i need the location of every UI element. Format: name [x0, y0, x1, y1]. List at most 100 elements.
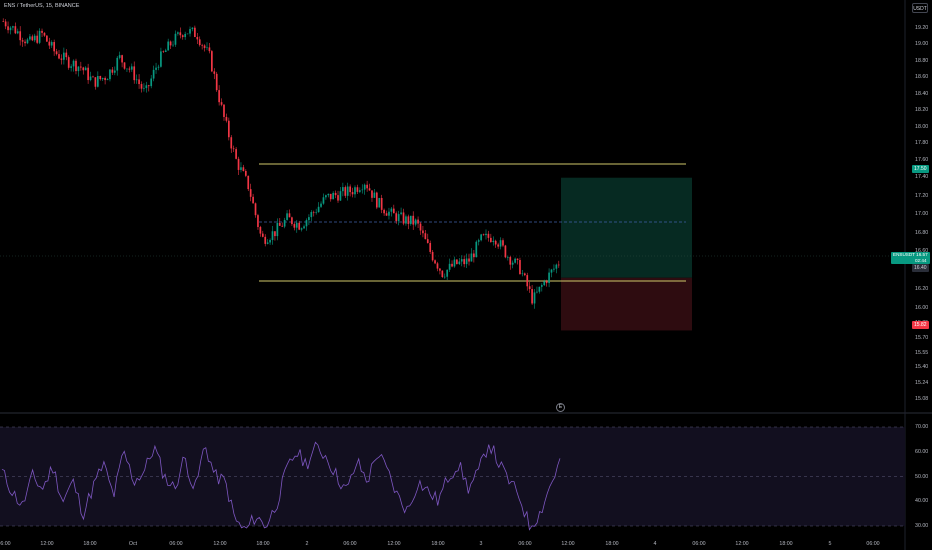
rsi-tick: 60.00 — [915, 449, 929, 455]
candle-body — [446, 269, 449, 277]
candle-body — [366, 184, 368, 189]
candle-body — [240, 167, 242, 170]
candle-body — [327, 193, 330, 196]
candle-body — [133, 66, 136, 81]
time-tick: Oct — [128, 541, 138, 547]
price-tick: 17.00 — [915, 211, 929, 217]
candle-body — [196, 37, 199, 40]
candle-body — [414, 219, 417, 225]
price-tick: 15.40 — [915, 364, 929, 370]
candle-body — [33, 35, 36, 41]
candle-body — [480, 234, 483, 241]
candle-body — [152, 69, 155, 79]
candle-body — [206, 47, 208, 49]
candle-body — [291, 217, 293, 225]
candle-body — [538, 286, 541, 292]
candle-body — [286, 213, 288, 220]
candle-body — [516, 258, 519, 261]
price-tick: 16.60 — [915, 248, 929, 254]
candle-body — [38, 30, 41, 43]
candle-body — [325, 195, 327, 198]
candle-body — [531, 289, 533, 304]
candle-body — [230, 137, 233, 149]
candle-body — [424, 233, 427, 240]
candle-body — [543, 281, 546, 286]
time-tick: 18:00 — [256, 541, 270, 547]
candle-body — [397, 214, 400, 222]
candle-body — [555, 264, 558, 269]
candle-body — [523, 273, 526, 276]
candle-body — [388, 211, 390, 216]
candle-body — [458, 261, 461, 264]
price-tick: 15.08 — [915, 396, 929, 402]
candle-body — [274, 231, 276, 237]
candle-body — [111, 69, 114, 73]
candle-body — [475, 241, 478, 258]
candle-body — [385, 213, 388, 216]
profit-zone[interactable] — [561, 177, 692, 278]
candle-body — [113, 70, 116, 73]
candle-body — [288, 213, 291, 218]
candle-body — [186, 33, 189, 35]
candle-body — [356, 187, 359, 192]
candle-body — [101, 77, 104, 80]
candle-body — [82, 67, 85, 71]
price-tick: 19.00 — [915, 41, 929, 47]
rsi-pane — [0, 426, 905, 531]
events-icon[interactable]: E — [556, 403, 565, 412]
candle-body — [295, 222, 298, 228]
candle-body — [220, 102, 223, 105]
candle-body — [349, 186, 351, 193]
candle-body — [492, 240, 495, 242]
candle-body — [451, 263, 453, 267]
candle-body — [16, 31, 19, 34]
candle-body — [436, 263, 439, 269]
entry-price-label: 16.40 — [912, 264, 929, 272]
candle-body — [58, 54, 60, 59]
price-tick: 17.60 — [915, 157, 929, 163]
time-tick: 06:00 — [866, 541, 880, 547]
candles-group — [2, 18, 560, 309]
candle-body — [160, 51, 162, 67]
candle-body — [203, 45, 206, 49]
drawing-lines[interactable] — [0, 163, 905, 282]
candle-body — [257, 215, 259, 228]
currency-badge[interactable]: USDT — [912, 3, 928, 13]
candle-body — [242, 167, 245, 171]
time-tick: 2 — [305, 541, 309, 547]
candle-body — [310, 212, 313, 218]
price-tick: 17.80 — [915, 140, 929, 146]
candle-body — [400, 212, 402, 215]
candle-body — [344, 187, 347, 196]
target-price-label: 17.50 — [912, 165, 929, 173]
candle-body — [337, 195, 339, 201]
time-tick: 3 — [479, 541, 483, 547]
candle-body — [201, 45, 204, 46]
candle-body — [164, 50, 167, 52]
candle-body — [332, 192, 335, 200]
candle-body — [198, 39, 201, 46]
price-tick: 15.70 — [915, 335, 929, 341]
candle-body — [315, 212, 318, 213]
candle-body — [533, 292, 536, 304]
candle-body — [89, 76, 92, 81]
candle-body — [329, 193, 332, 200]
candle-body — [75, 60, 77, 72]
candle-body — [361, 189, 364, 191]
time-tick: 12:00 — [561, 541, 575, 547]
loss-zone[interactable] — [561, 277, 692, 331]
candle-body — [179, 32, 182, 36]
candle-body — [363, 184, 366, 190]
candle-body — [14, 26, 17, 34]
time-tick: 18:00 — [431, 541, 445, 547]
candle-body — [402, 212, 405, 224]
candle-body — [48, 41, 51, 46]
candle-body — [208, 47, 211, 52]
symbol-title[interactable]: ENS / TetherUS, 15, BINANCE — [4, 3, 80, 9]
candle-body — [494, 240, 497, 245]
candle-body — [21, 40, 24, 42]
candle-body — [463, 259, 466, 265]
candle-body — [237, 158, 240, 170]
candle-body — [96, 76, 99, 87]
